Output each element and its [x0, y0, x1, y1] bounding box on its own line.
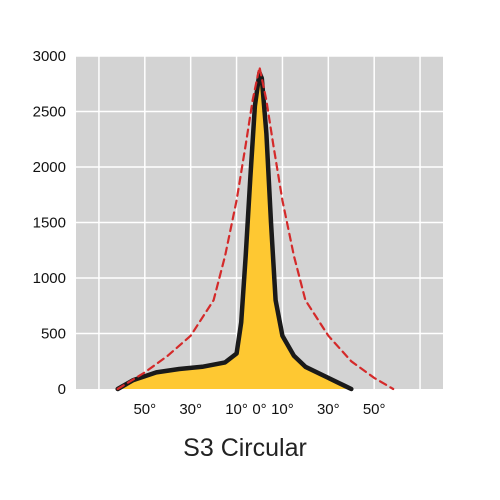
x-tick-label: 30° [317, 401, 340, 418]
y-tick-label: 0 [58, 381, 66, 398]
y-tick-label: 1000 [33, 270, 66, 287]
y-tick-label: 2500 [33, 104, 66, 121]
x-tick-labels: 50° 30° 10° 0° 10° 30° 50° [133, 401, 385, 418]
y-tick-label: 2000 [33, 159, 66, 176]
x-tick-label: 50° [363, 401, 386, 418]
chart-title: S3 Circular [183, 434, 307, 462]
y-tick-label: 3000 [33, 48, 66, 65]
x-tick-label: 30° [179, 401, 202, 418]
y-tick-labels: 0 500 1000 1500 2000 2500 3000 [33, 48, 66, 398]
y-tick-label: 500 [41, 326, 66, 343]
x-tick-label: 0° [252, 401, 266, 418]
x-tick-label: 10° [271, 401, 294, 418]
series-group [115, 66, 395, 392]
x-tick-label: 10° [225, 401, 248, 418]
series-line-dashed [116, 66, 395, 391]
y-tick-label: 1500 [33, 215, 66, 232]
series-line-solid [115, 70, 354, 392]
x-tick-label: 50° [133, 401, 156, 418]
